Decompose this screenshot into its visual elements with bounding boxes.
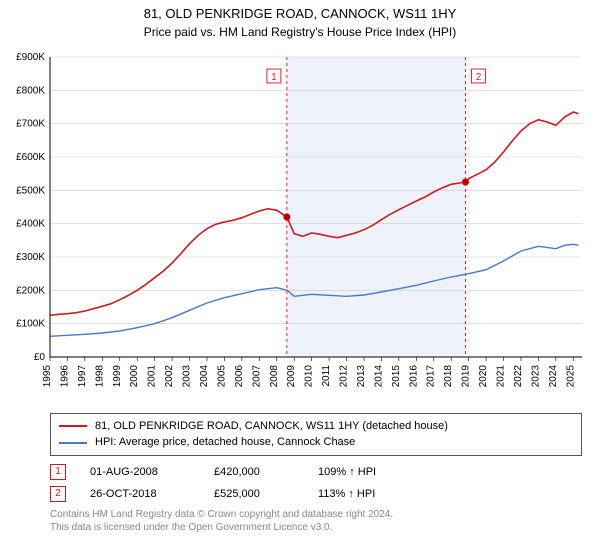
svg-text:2022: 2022: [513, 364, 524, 387]
svg-text:£500K: £500K: [16, 185, 45, 196]
svg-text:1997: 1997: [77, 364, 88, 387]
price-chart: £0 £100K £200K £300K £400K £500K £600K £700K £80…: [0, 47, 600, 407]
legend-swatch: [59, 442, 87, 444]
svg-text:£900K: £900K: [16, 52, 45, 63]
svg-text:2005: 2005: [216, 364, 227, 387]
footer-attribution: Contains HM Land Registry data © Crown c…: [50, 508, 582, 534]
legend-swatch: [59, 425, 87, 427]
svg-text:2023: 2023: [530, 364, 541, 387]
svg-text:£200K: £200K: [16, 285, 45, 296]
svg-text:2024: 2024: [548, 364, 559, 387]
event-pct: 109% ↑ HPI: [318, 466, 376, 478]
svg-text:1: 1: [271, 72, 277, 83]
svg-text:2003: 2003: [182, 364, 193, 387]
svg-text:2000: 2000: [129, 364, 140, 387]
svg-text:1998: 1998: [94, 364, 105, 387]
svg-text:£700K: £700K: [16, 119, 45, 130]
legend-label: 81, OLD PENKRIDGE ROAD, CANNOCK, WS11 1H…: [95, 418, 448, 435]
event-price: £420,000: [214, 466, 294, 478]
svg-text:2012: 2012: [339, 364, 350, 387]
svg-text:2008: 2008: [269, 364, 280, 387]
page-subtitle: Price paid vs. HM Land Registry's House …: [0, 23, 600, 39]
svg-text:2017: 2017: [426, 364, 437, 387]
svg-text:2025: 2025: [565, 364, 576, 387]
event-date: 26-OCT-2018: [90, 488, 190, 500]
svg-text:2002: 2002: [164, 364, 175, 387]
svg-text:1996: 1996: [59, 364, 70, 387]
svg-text:1995: 1995: [42, 364, 53, 387]
svg-text:£800K: £800K: [16, 85, 45, 96]
svg-text:2021: 2021: [496, 364, 507, 387]
svg-text:2015: 2015: [391, 364, 402, 387]
svg-text:2020: 2020: [478, 364, 489, 387]
svg-text:1999: 1999: [112, 364, 123, 387]
svg-text:£0: £0: [34, 352, 46, 363]
event-price: £525,000: [214, 488, 294, 500]
svg-text:£400K: £400K: [16, 219, 45, 230]
event-date: 01-AUG-2008: [90, 466, 190, 478]
event-badge: 2: [50, 486, 66, 502]
svg-text:2018: 2018: [443, 364, 454, 387]
event-badge: 1: [50, 464, 66, 480]
svg-text:£100K: £100K: [16, 319, 45, 330]
page-title: 81, OLD PENKRIDGE ROAD, CANNOCK, WS11 1H…: [0, 0, 600, 23]
svg-text:2013: 2013: [356, 364, 367, 387]
svg-text:£600K: £600K: [16, 152, 45, 163]
legend-label: HPI: Average price, detached house, Cann…: [95, 434, 355, 451]
svg-text:2004: 2004: [199, 364, 210, 387]
svg-text:2016: 2016: [408, 364, 419, 387]
svg-text:2007: 2007: [251, 364, 262, 387]
legend-item: 81, OLD PENKRIDGE ROAD, CANNOCK, WS11 1H…: [59, 418, 573, 435]
svg-text:2011: 2011: [321, 364, 332, 386]
svg-text:£300K: £300K: [16, 252, 45, 263]
svg-text:2001: 2001: [147, 364, 158, 387]
event-table: 1 01-AUG-2008 £420,000 109% ↑ HPI 2 26-OCT-20…: [50, 464, 582, 502]
svg-text:2019: 2019: [461, 364, 472, 387]
event-row: 2 26-OCT-2018 £525,000 113% ↑ HPI: [50, 486, 582, 502]
legend: 81, OLD PENKRIDGE ROAD, CANNOCK, WS11 1H…: [50, 413, 582, 456]
legend-item: HPI: Average price, detached house, Cann…: [59, 434, 573, 451]
footer-line-1: Contains HM Land Registry data © Crown c…: [50, 508, 582, 521]
event-pct: 113% ↑ HPI: [318, 488, 375, 500]
svg-text:2010: 2010: [304, 364, 315, 387]
footer-line-2: This data is licensed under the Open Gov…: [50, 521, 582, 534]
svg-text:2: 2: [476, 72, 482, 83]
svg-text:2014: 2014: [373, 364, 384, 387]
svg-text:2006: 2006: [234, 364, 245, 387]
svg-text:2009: 2009: [286, 364, 297, 387]
event-row: 1 01-AUG-2008 £420,000 109% ↑ HPI: [50, 464, 582, 480]
